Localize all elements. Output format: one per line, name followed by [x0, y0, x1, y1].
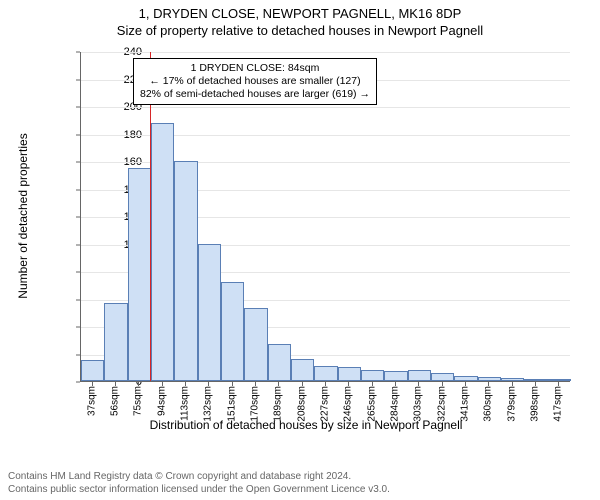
x-tick-label: 265sqm [366, 386, 377, 422]
gridline-h [81, 107, 570, 108]
histogram-bar [338, 367, 361, 381]
x-tick-label: 379sqm [506, 386, 517, 422]
x-tick-mark [115, 382, 116, 386]
histogram-bar [524, 379, 547, 381]
title-line-1: 1, DRYDEN CLOSE, NEWPORT PAGNELL, MK16 8… [0, 6, 600, 21]
histogram-bar [314, 366, 337, 381]
x-tick-label: 56sqm [110, 386, 121, 416]
x-tick-label: 170sqm [250, 386, 261, 422]
histogram-bar [198, 244, 221, 382]
title-line-2: Size of property relative to detached ho… [0, 23, 600, 38]
x-tick-label: 208sqm [296, 386, 307, 422]
x-tick-mark [255, 382, 256, 386]
gridline-h [81, 52, 570, 53]
histogram-bar [408, 370, 431, 381]
x-tick-label: 284sqm [390, 386, 401, 422]
x-tick-mark [535, 382, 536, 386]
histogram-bar [501, 378, 524, 381]
x-tick-label: 132sqm [203, 386, 214, 422]
histogram-bar [384, 371, 407, 381]
annotation-line-1: 1 DRYDEN CLOSE: 84sqm [140, 62, 370, 75]
histogram-bar [268, 344, 291, 381]
x-tick-label: 227sqm [320, 386, 331, 422]
x-tick-mark [488, 382, 489, 386]
x-tick-mark [465, 382, 466, 386]
x-tick-mark [278, 382, 279, 386]
histogram-bar [291, 359, 314, 381]
annotation-line-3: 82% of semi-detached houses are larger (… [140, 88, 370, 101]
x-tick-mark [558, 382, 559, 386]
x-tick-label: 398sqm [530, 386, 541, 422]
x-tick-label: 113sqm [180, 386, 191, 421]
credits: Contains HM Land Registry data © Crown c… [8, 471, 390, 496]
histogram-bar [478, 377, 501, 381]
x-tick-mark [512, 382, 513, 386]
x-tick-label: 189sqm [273, 386, 284, 422]
annotation-box: 1 DRYDEN CLOSE: 84sqm← 17% of detached h… [133, 58, 377, 105]
x-tick-label: 341sqm [460, 386, 471, 422]
x-tick-mark [92, 382, 93, 386]
credits-line-1: Contains HM Land Registry data © Crown c… [8, 471, 390, 484]
x-tick-mark [232, 382, 233, 386]
x-tick-label: 151sqm [226, 386, 237, 422]
x-axis-label: Distribution of detached houses by size … [28, 418, 584, 432]
histogram-bar [361, 370, 384, 381]
x-tick-mark [162, 382, 163, 386]
x-tick-mark [185, 382, 186, 386]
plot-area: 1 DRYDEN CLOSE: 84sqm← 17% of detached h… [80, 52, 570, 382]
histogram-bar [174, 161, 197, 381]
histogram-bar [431, 373, 454, 381]
histogram-bar [104, 303, 127, 381]
histogram-bar [81, 360, 104, 381]
x-tick-label: 37sqm [86, 386, 97, 416]
x-tick-label: 75sqm [133, 386, 144, 416]
x-tick-label: 303sqm [413, 386, 424, 422]
x-tick-mark [348, 382, 349, 386]
histogram-bar [548, 379, 571, 381]
credits-line-2: Contains public sector information licen… [8, 484, 390, 497]
x-tick-mark [442, 382, 443, 386]
x-tick-label: 360sqm [483, 386, 494, 422]
histogram-bar [128, 168, 151, 381]
x-tick-mark [208, 382, 209, 386]
x-tick-mark [418, 382, 419, 386]
x-tick-label: 246sqm [343, 386, 354, 422]
histogram-bar [221, 282, 244, 381]
x-tick-mark [372, 382, 373, 386]
x-tick-mark [325, 382, 326, 386]
chart-container: Number of detached properties 0204060801… [28, 46, 584, 430]
annotation-line-2: ← 17% of detached houses are smaller (12… [140, 75, 370, 88]
histogram-bar [151, 123, 174, 382]
chart-title-block: 1, DRYDEN CLOSE, NEWPORT PAGNELL, MK16 8… [0, 0, 600, 38]
x-tick-mark [395, 382, 396, 386]
x-tick-mark [138, 382, 139, 386]
x-tick-label: 94sqm [156, 386, 167, 416]
x-tick-label: 322sqm [436, 386, 447, 422]
x-tick-mark [302, 382, 303, 386]
histogram-bar [454, 376, 477, 382]
histogram-bar [244, 308, 267, 381]
x-tick-label: 417sqm [553, 386, 564, 422]
